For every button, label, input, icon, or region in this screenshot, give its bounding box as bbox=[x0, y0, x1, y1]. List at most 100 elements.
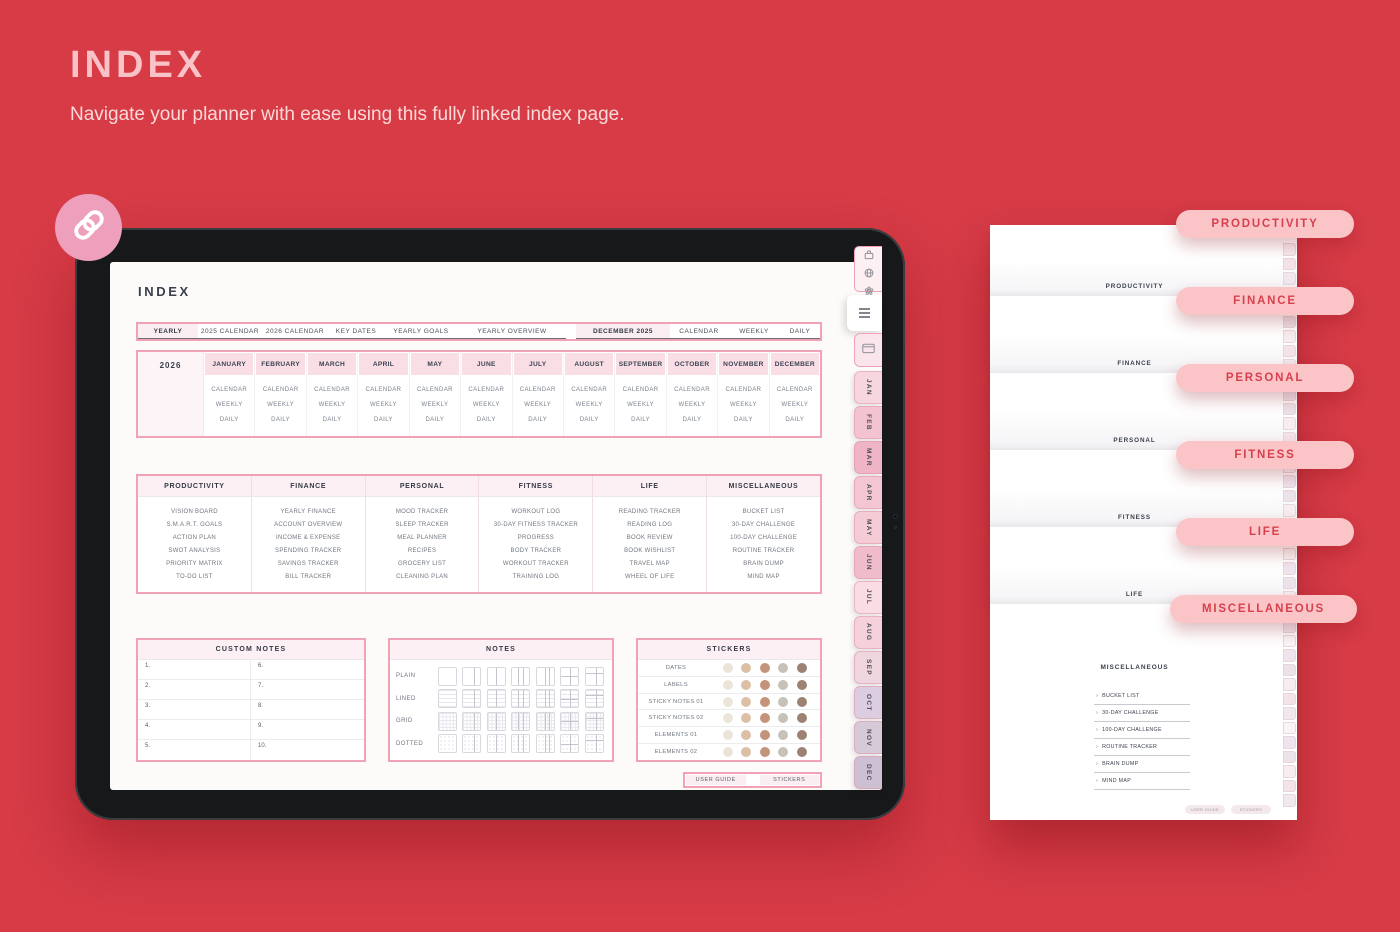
category-link[interactable]: TO-DO LIST bbox=[176, 574, 213, 580]
section-pill-fitness[interactable]: FITNESS bbox=[1176, 441, 1354, 469]
mini-side-tab[interactable] bbox=[1283, 272, 1296, 285]
month-header[interactable]: JULY bbox=[513, 353, 562, 375]
note-template-thumb[interactable] bbox=[560, 734, 579, 754]
month-link-weekly[interactable]: WEEKLY bbox=[575, 402, 603, 408]
sticker-color-dot[interactable] bbox=[796, 679, 807, 690]
category-link[interactable]: PROGRESS bbox=[517, 535, 555, 541]
sticker-color-dot[interactable] bbox=[778, 730, 788, 741]
category-link[interactable]: TRAVEL MAP bbox=[629, 561, 670, 567]
note-template-thumb[interactable] bbox=[486, 689, 506, 709]
month-link-weekly[interactable]: WEEKLY bbox=[678, 402, 706, 408]
custom-note-cell[interactable]: 5. bbox=[138, 740, 251, 760]
category-link[interactable]: 30-DAY FITNESS TRACKER bbox=[493, 522, 579, 528]
year-label[interactable]: 2026 bbox=[138, 352, 204, 436]
month-header[interactable]: JUNE bbox=[462, 353, 511, 375]
side-tab-dec[interactable]: DEC bbox=[854, 756, 882, 789]
mini-side-tab[interactable] bbox=[1283, 707, 1296, 720]
sticker-color-dot[interactable] bbox=[741, 679, 751, 690]
mini-side-tab[interactable] bbox=[1283, 576, 1296, 589]
section-pill-finance[interactable]: FINANCE bbox=[1176, 287, 1354, 315]
month-header[interactable]: FEBRUARY bbox=[256, 353, 305, 375]
month-link-weekly[interactable]: WEEKLY bbox=[267, 402, 295, 408]
note-template-thumb[interactable] bbox=[535, 734, 555, 754]
month-link-daily[interactable]: DAILY bbox=[528, 417, 548, 423]
sticker-color-dot[interactable] bbox=[722, 713, 733, 724]
sticker-color-dot[interactable] bbox=[778, 713, 788, 724]
note-template-thumb[interactable] bbox=[560, 689, 579, 709]
category-link[interactable]: MOOD TRACKER bbox=[395, 509, 449, 515]
note-template-thumb[interactable] bbox=[535, 711, 555, 731]
category-link[interactable]: MEAL PLANNER bbox=[397, 535, 447, 541]
mini-side-tab[interactable] bbox=[1283, 765, 1296, 778]
month-link-calendar[interactable]: CALENDAR bbox=[519, 387, 556, 393]
sticker-color-dot[interactable] bbox=[741, 662, 751, 673]
mini-side-tab[interactable] bbox=[1283, 257, 1296, 270]
category-header[interactable]: FITNESS bbox=[479, 476, 593, 497]
category-link[interactable]: ROUTINE TRACKER bbox=[732, 548, 795, 554]
mini-side-tab[interactable] bbox=[1283, 649, 1296, 662]
side-tab-mar[interactable]: MAR bbox=[854, 441, 882, 474]
month-link-calendar[interactable]: CALENDAR bbox=[571, 387, 608, 393]
side-tab-aug[interactable]: AUG bbox=[854, 616, 882, 649]
sticker-color-dot[interactable] bbox=[796, 713, 807, 724]
note-template-thumb[interactable] bbox=[511, 666, 530, 686]
custom-note-cell[interactable]: 7. bbox=[251, 680, 364, 700]
month-link-weekly[interactable]: WEEKLY bbox=[421, 402, 449, 408]
note-template-thumb[interactable] bbox=[462, 689, 481, 709]
section-pill-miscellaneous[interactable]: MISCELLANEOUS bbox=[1170, 595, 1357, 623]
mini-side-tab[interactable] bbox=[1283, 750, 1296, 763]
sticker-color-dot[interactable] bbox=[722, 730, 733, 741]
mini-footer-button[interactable]: STICKERS bbox=[1231, 805, 1271, 814]
side-tab-jun[interactable]: JUN bbox=[854, 546, 882, 579]
note-template-thumb[interactable] bbox=[584, 689, 604, 709]
note-template-thumb[interactable] bbox=[437, 711, 457, 731]
month-link-daily[interactable]: DAILY bbox=[374, 417, 393, 423]
category-link[interactable]: BUCKET LIST bbox=[742, 509, 785, 515]
sticker-color-dot[interactable] bbox=[722, 696, 733, 707]
note-template-thumb[interactable] bbox=[486, 734, 506, 754]
side-tab-jan[interactable]: JAN bbox=[854, 371, 882, 404]
nav-current-month[interactable]: DECEMBER 2025 bbox=[576, 324, 670, 339]
sticker-color-dot[interactable] bbox=[759, 747, 770, 758]
note-template-thumb[interactable] bbox=[437, 734, 457, 754]
side-tab-nov[interactable]: NOV bbox=[854, 721, 882, 754]
month-header[interactable]: JANUARY bbox=[205, 353, 254, 375]
note-template-thumb[interactable] bbox=[486, 711, 506, 731]
month-link-weekly[interactable]: WEEKLY bbox=[781, 402, 809, 408]
note-template-thumb[interactable] bbox=[535, 689, 555, 709]
month-link-calendar[interactable]: CALENDAR bbox=[211, 387, 248, 393]
month-link-weekly[interactable]: WEEKLY bbox=[627, 402, 655, 408]
note-template-thumb[interactable] bbox=[584, 666, 604, 686]
category-link[interactable]: CLEANING PLAN bbox=[396, 574, 449, 580]
nav-month-link-weekly[interactable]: WEEKLY bbox=[728, 324, 780, 339]
sticker-color-dot[interactable] bbox=[796, 730, 807, 741]
category-link[interactable]: YEARLY FINANCE bbox=[280, 509, 336, 515]
misc-list-item[interactable]: › 100-DAY CHALLENGE bbox=[1094, 722, 1190, 739]
mini-side-tab[interactable] bbox=[1283, 692, 1296, 705]
month-link-daily[interactable]: DAILY bbox=[579, 417, 599, 423]
side-tab-sep[interactable]: SEP bbox=[854, 651, 882, 684]
month-link-calendar[interactable]: CALENDAR bbox=[674, 387, 710, 393]
mini-side-tab[interactable] bbox=[1283, 504, 1296, 517]
note-template-thumb[interactable] bbox=[584, 734, 604, 754]
section-pill-life[interactable]: LIFE bbox=[1176, 518, 1354, 546]
month-link-calendar[interactable]: CALENDAR bbox=[725, 387, 762, 393]
side-tab-oct[interactable]: OCT bbox=[854, 686, 882, 719]
category-link[interactable]: PRIORITY MATRIX bbox=[166, 561, 223, 567]
category-link[interactable]: BRAIN DUMP bbox=[743, 561, 784, 567]
category-link[interactable]: SAVINGS TRACKER bbox=[277, 561, 339, 567]
category-link[interactable]: S.M.A.R.T. GOALS bbox=[166, 522, 223, 528]
month-link-daily[interactable]: DAILY bbox=[682, 417, 702, 423]
custom-note-cell[interactable]: 2. bbox=[138, 680, 251, 700]
note-template-thumb[interactable] bbox=[462, 711, 481, 731]
custom-note-cell[interactable]: 10. bbox=[258, 743, 267, 749]
nav-link-2025-calendar[interactable]: 2025 CALENDAR bbox=[198, 324, 262, 339]
category-link[interactable]: WHEEL OF LIFE bbox=[625, 574, 675, 580]
category-link[interactable]: READING TRACKER bbox=[618, 509, 681, 515]
category-link[interactable]: MIND MAP bbox=[747, 574, 780, 580]
month-link-weekly[interactable]: WEEKLY bbox=[215, 402, 243, 408]
mini-side-tab[interactable] bbox=[1283, 794, 1296, 807]
mini-side-tab[interactable] bbox=[1283, 736, 1296, 749]
mini-side-tab[interactable] bbox=[1283, 678, 1296, 691]
category-link[interactable]: WORKOUT LOG bbox=[511, 509, 561, 515]
